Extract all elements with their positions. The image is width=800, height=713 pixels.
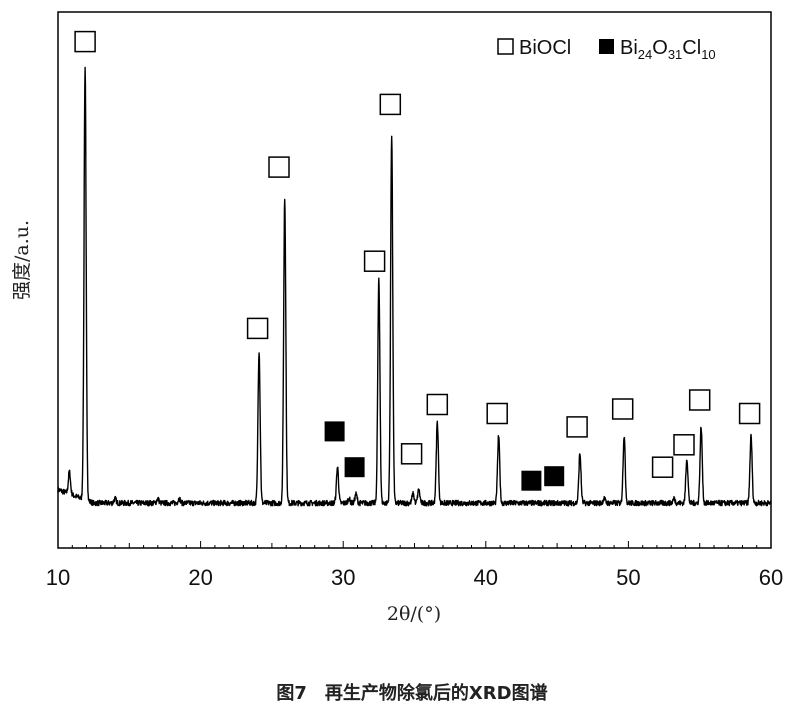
biocl-marker-15 <box>673 434 695 456</box>
legend-open-square-icon <box>497 38 514 55</box>
phase-markers <box>74 30 761 491</box>
bi24o31cl10-marker-3 <box>324 421 345 442</box>
biocl-marker-12 <box>566 416 588 438</box>
biocl-marker-5 <box>363 250 386 272</box>
x-axis: 10 20 30 40 50 60 <box>46 541 783 590</box>
x-tick-label-50: 50 <box>616 565 640 590</box>
biocl-marker-0 <box>74 30 96 53</box>
biocl-marker-6 <box>379 93 402 116</box>
x-tick-label-20: 20 <box>188 565 212 590</box>
biocl-marker-9 <box>486 402 508 425</box>
xrd-trace-line <box>57 66 772 507</box>
bi24o31cl10-marker-4 <box>344 457 365 478</box>
biocl-marker-14 <box>651 456 674 478</box>
bi24o31cl10-marker-11 <box>544 466 565 487</box>
biocl-marker-2 <box>268 156 290 178</box>
biocl-marker-1 <box>246 317 269 340</box>
diffraction-pattern <box>57 66 772 507</box>
biocl-marker-16 <box>688 389 711 411</box>
legend-filled-square-icon <box>599 39 614 54</box>
biocl-marker-7 <box>400 443 423 465</box>
legend-label-bi24o31cl10: Bi24O31Cl10 <box>620 37 716 62</box>
legend: BiOCl Bi24O31Cl10 <box>497 37 716 62</box>
x-tick-label-30: 30 <box>331 565 355 590</box>
legend-label-biocl: BiOCl <box>519 37 571 59</box>
x-axis-label: 2θ/(°) <box>387 603 441 625</box>
bi24o31cl10-marker-10 <box>521 470 542 491</box>
x-tick-label-40: 40 <box>474 565 498 590</box>
x-tick-label-60: 60 <box>759 565 783 590</box>
biocl-marker-17 <box>738 402 761 425</box>
biocl-marker-8 <box>426 393 449 416</box>
figure-caption: 图7 再生产物除氯后的XRD图谱 <box>276 682 547 704</box>
biocl-marker-13 <box>611 398 634 420</box>
x-tick-label-10: 10 <box>46 565 70 590</box>
y-axis-label: 强度/a.u. <box>11 220 33 300</box>
